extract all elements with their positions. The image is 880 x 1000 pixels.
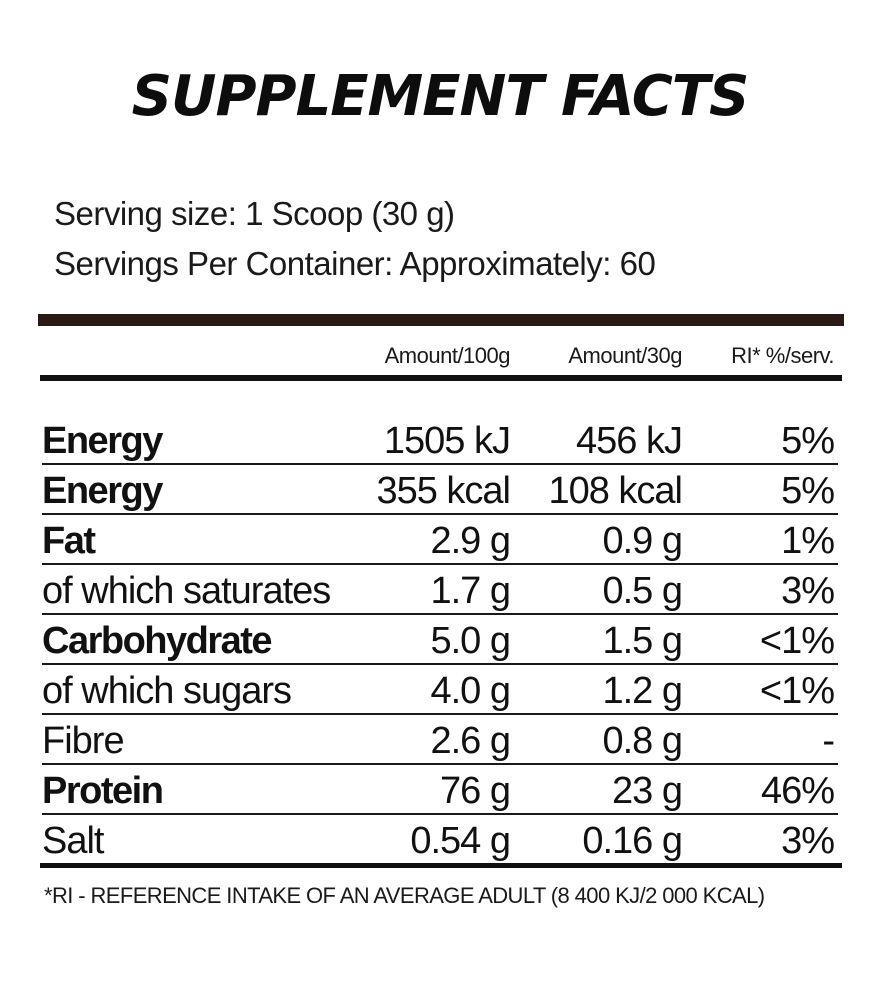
amount-per30g: 456 kJ (576, 420, 683, 462)
nutrient-name: of which sugars (42, 670, 292, 712)
amount-per100g: 355 kcal (376, 470, 511, 512)
servings-per-container: Servings Per Container: Approximately: 6… (54, 245, 656, 282)
table-row: of which saturates 1.7 g 0.5 g 3% (42, 565, 838, 615)
amount-per30g: 1.5 g (602, 620, 683, 662)
footnote: *RI - REFERENCE INTAKE OF AN AVERAGE ADU… (44, 883, 765, 908)
table-row: Energy 355 kcal 108 kcal 5% (42, 465, 838, 515)
amount-per30g: 0.5 g (602, 570, 683, 612)
nutrient-name: Fat (42, 520, 96, 562)
ri-percent: <1% (759, 670, 835, 712)
column-header-per30g: Amount/30g (568, 343, 682, 368)
serving-size: Serving size: 1 Scoop (30 g) (54, 195, 455, 232)
amount-per30g: 0.16 g (582, 820, 683, 862)
amount-per30g: 1.2 g (602, 670, 683, 712)
amount-per30g: 0.9 g (602, 520, 683, 562)
column-header-per100g: Amount/100g (384, 343, 511, 368)
ri-percent: 1% (781, 520, 835, 562)
nutrient-name: Salt (42, 820, 104, 862)
nutrient-name: Carbohydrate (42, 620, 273, 662)
amount-per100g: 5.0 g (430, 620, 511, 662)
amount-per100g: 76 g (440, 770, 511, 812)
ri-percent: 3% (781, 820, 835, 862)
nutrient-name: Fibre (42, 720, 125, 762)
table-row: Energy 1505 kJ 456 kJ 5% (42, 415, 838, 465)
ri-percent: 46% (760, 770, 835, 812)
table-row: Fibre 2.6 g 0.8 g - (42, 715, 838, 765)
table-row: Salt 0.54 g 0.16 g 3% (42, 815, 838, 865)
page-title: SUPPLEMENT FACTS (131, 64, 750, 129)
amount-per30g: 108 kcal (548, 470, 683, 512)
column-header-ri: RI* %/serv. (731, 343, 834, 368)
amount-per100g: 1.7 g (430, 570, 511, 612)
amount-per100g: 4.0 g (430, 670, 511, 712)
nutrient-name: Protein (42, 770, 164, 812)
nutrient-name: of which saturates (42, 570, 331, 612)
amount-per100g: 0.54 g (410, 820, 511, 862)
amount-per30g: 23 g (612, 770, 683, 812)
nutrient-name: Energy (42, 470, 163, 512)
top-rule (38, 314, 844, 326)
ri-percent: 3% (781, 570, 835, 612)
ri-percent: 5% (781, 470, 835, 512)
table-row: Fat 2.9 g 0.9 g 1% (42, 515, 838, 565)
table-row: of which sugars 4.0 g 1.2 g <1% (42, 665, 838, 715)
table-row: Protein 76 g 23 g 46% (42, 765, 838, 815)
amount-per30g: 0.8 g (602, 720, 683, 762)
header-rule (40, 375, 842, 381)
nutrient-name: Energy (42, 420, 163, 462)
bottom-rule (40, 863, 842, 868)
ri-percent: - (822, 720, 835, 762)
amount-per100g: 1505 kJ (383, 420, 511, 462)
ri-percent: <1% (759, 620, 835, 662)
table-row: Carbohydrate 5.0 g 1.5 g <1% (42, 615, 838, 665)
nutrient-table: Energy 1505 kJ 456 kJ 5% Energy 355 kcal… (42, 415, 838, 865)
amount-per100g: 2.9 g (430, 520, 511, 562)
amount-per100g: 2.6 g (430, 720, 511, 762)
ri-percent: 5% (781, 420, 835, 462)
